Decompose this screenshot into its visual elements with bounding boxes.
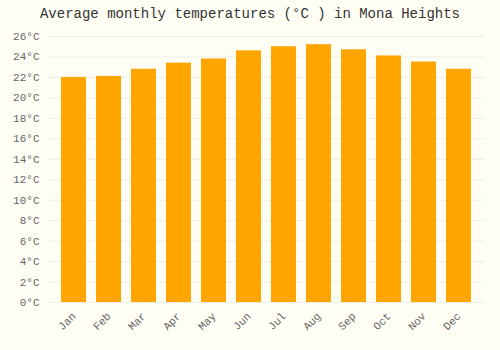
svg-text:20°C: 20°C bbox=[13, 92, 40, 104]
svg-text:14°C: 14°C bbox=[13, 154, 40, 166]
svg-text:Jun: Jun bbox=[231, 310, 253, 332]
svg-text:Feb: Feb bbox=[91, 310, 113, 332]
svg-text:Jan: Jan bbox=[56, 310, 78, 332]
svg-text:24°C: 24°C bbox=[13, 51, 40, 63]
svg-text:Sep: Sep bbox=[336, 310, 358, 332]
svg-text:4°C: 4°C bbox=[20, 256, 40, 268]
svg-text:12°C: 12°C bbox=[13, 174, 40, 186]
svg-text:Aug: Aug bbox=[301, 310, 323, 332]
svg-text:Oct: Oct bbox=[371, 310, 393, 332]
svg-text:26°C: 26°C bbox=[13, 31, 40, 43]
svg-text:8°C: 8°C bbox=[20, 215, 40, 227]
svg-text:22°C: 22°C bbox=[13, 72, 40, 84]
svg-text:Nov: Nov bbox=[406, 310, 429, 333]
svg-text:Jul: Jul bbox=[266, 310, 288, 332]
svg-text:2°C: 2°C bbox=[20, 277, 40, 289]
html-text:Average monthly temperatures (: Average monthly temperatures (°C ) in Mo… bbox=[40, 6, 460, 22]
svg-text:18°C: 18°C bbox=[13, 113, 40, 125]
svg-text:May: May bbox=[196, 310, 219, 333]
svg-text:6°C: 6°C bbox=[20, 236, 40, 248]
svg-text:Apr: Apr bbox=[161, 310, 183, 332]
svg-text:Dec: Dec bbox=[441, 310, 463, 332]
svg-text:0°C: 0°C bbox=[20, 297, 40, 309]
svg-text:Mar: Mar bbox=[126, 310, 148, 332]
svg-text:10°C: 10°C bbox=[13, 195, 40, 207]
svg-text:16°C: 16°C bbox=[13, 133, 40, 145]
